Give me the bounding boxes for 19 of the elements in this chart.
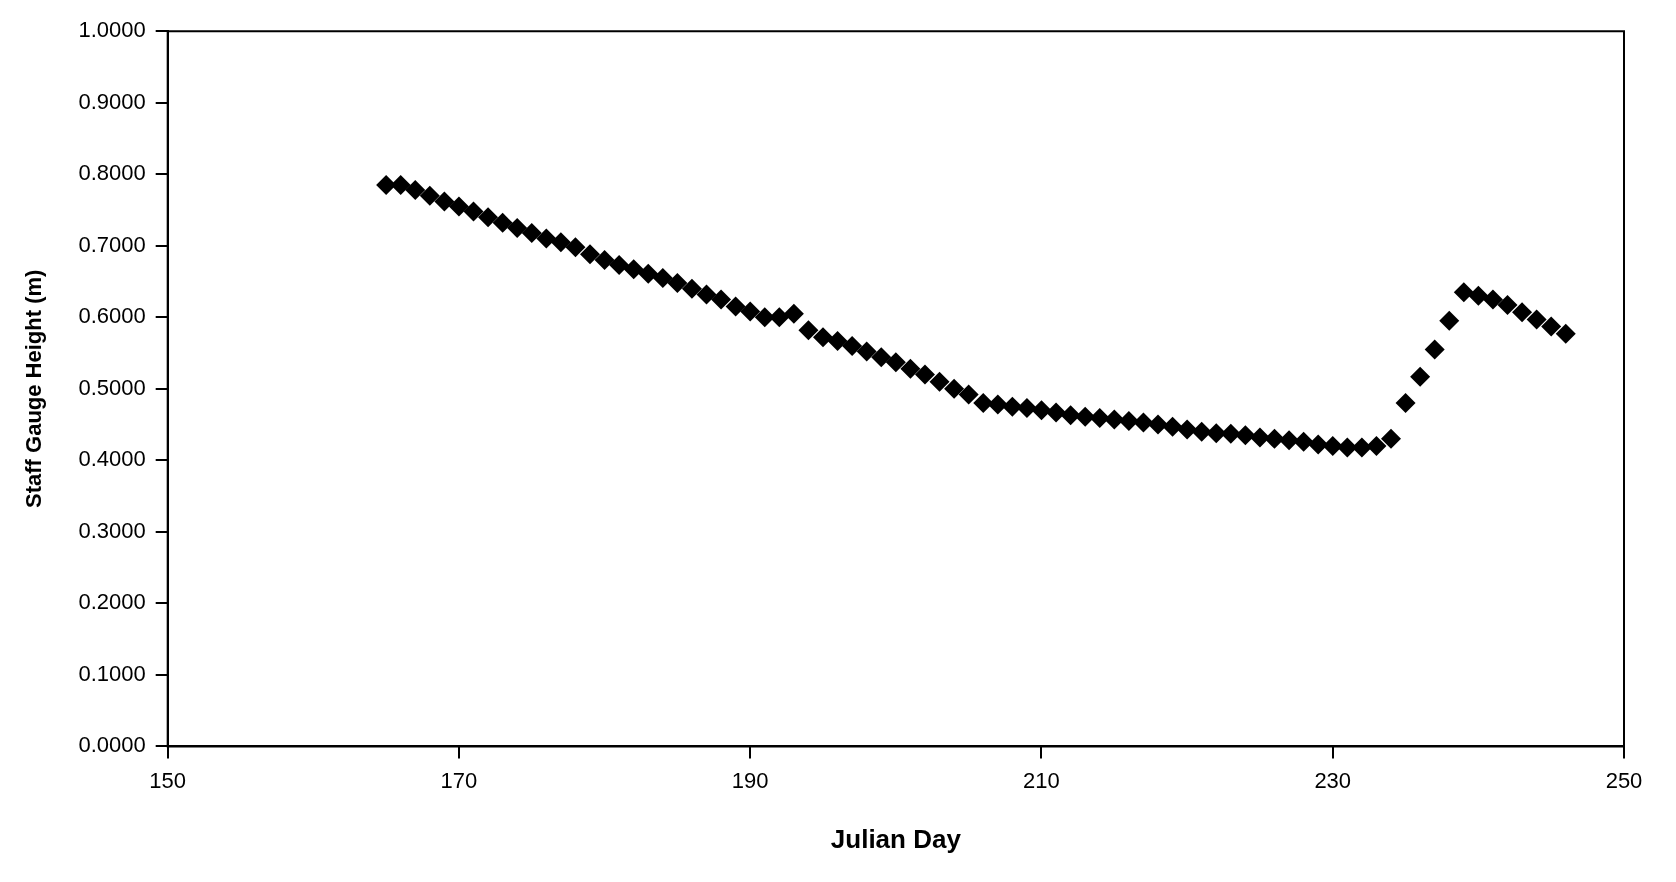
y-tick-label: 0.5000: [78, 374, 146, 400]
x-tick-label: 150: [149, 767, 187, 793]
y-tick-label: 0.8000: [78, 160, 146, 186]
y-tick-label: 0.0000: [78, 732, 146, 758]
y-axis-title: Staff Gauge Height (m): [21, 269, 47, 508]
x-tick-label: 210: [1023, 767, 1060, 793]
y-tick-label: 0.1000: [78, 660, 146, 686]
x-tick-label: 230: [1314, 767, 1352, 793]
y-tick-label: 0.4000: [78, 446, 146, 472]
x-tick-label: 250: [1605, 767, 1643, 793]
x-tick-label: 170: [440, 767, 478, 793]
y-tick-label: 0.7000: [78, 231, 146, 257]
y-tick-label: 1.0000: [78, 17, 146, 43]
x-axis-title: Julian Day: [830, 823, 962, 854]
y-tick-label: 0.6000: [78, 303, 146, 329]
y-tick-label: 0.3000: [78, 517, 146, 543]
x-tick-label: 190: [731, 767, 769, 793]
y-tick-label: 0.2000: [78, 589, 146, 615]
y-tick-label: 0.9000: [78, 88, 146, 114]
